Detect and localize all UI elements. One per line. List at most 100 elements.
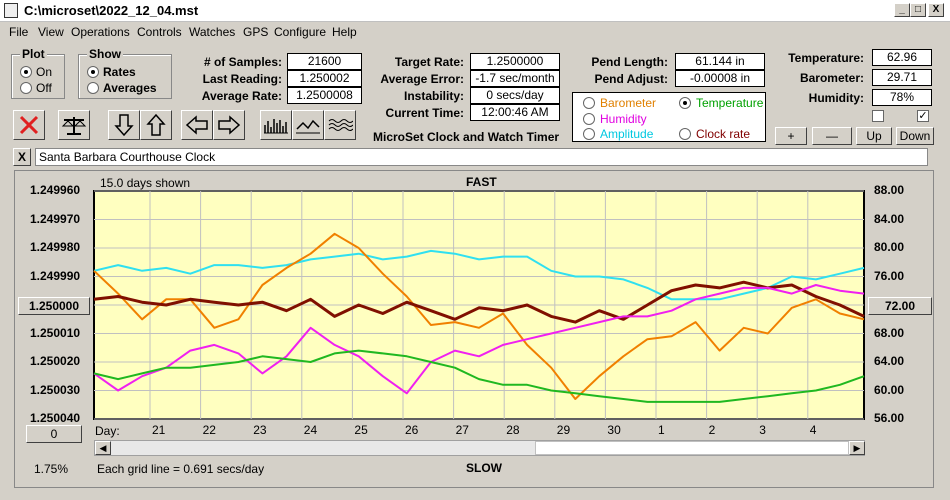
y-right-tick-label: 56.00	[874, 411, 905, 425]
x-tick-label: 2	[709, 423, 716, 437]
overlay-amplitude-label: Amplitude	[600, 127, 654, 141]
arrow-down-icon	[114, 114, 134, 137]
barometer-label: Barometer:	[799, 71, 864, 85]
left-arrow-button[interactable]	[181, 110, 213, 140]
stop-button[interactable]	[13, 110, 45, 140]
humidity-label: Humidity:	[808, 91, 864, 105]
minimize-button[interactable]: _	[894, 3, 910, 17]
overlay-temperature-option[interactable]: Temperature	[679, 96, 763, 110]
wave-graph-icon	[328, 119, 353, 131]
average-error-value: -1.7 sec/month	[470, 70, 560, 87]
radio-icon	[87, 82, 99, 94]
x-tick-label: 27	[456, 423, 470, 437]
option-checkbox-1[interactable]	[872, 110, 884, 122]
histogram-button[interactable]	[260, 110, 292, 140]
grid-note: Each grid line = 0.691 secs/day	[97, 462, 265, 476]
last-reading-value: 1.250002	[287, 70, 362, 87]
app-icon	[4, 3, 18, 18]
x-tick-label: 23	[253, 423, 267, 437]
balance-button[interactable]	[58, 110, 90, 140]
menu-controls[interactable]: Controls	[137, 25, 182, 39]
scale-minus-button[interactable]: —	[812, 127, 852, 145]
humidity-value: 78%	[872, 89, 932, 106]
chart-title-fast: FAST	[466, 175, 497, 189]
clock-name-field[interactable]: Santa Barbara Courthouse Clock	[35, 148, 928, 166]
target-rate-value: 1.2500000	[470, 53, 560, 70]
menu-watches[interactable]: Watches	[189, 25, 236, 39]
menu-configure[interactable]: Configure	[274, 25, 327, 39]
menu-operations[interactable]: Operations	[71, 25, 130, 39]
maximize-button[interactable]: □	[910, 3, 926, 17]
overlay-humidity-option[interactable]: Humidity	[583, 112, 647, 126]
pend-adjust-label: Pend Adjust:	[594, 72, 668, 86]
pend-length-value: 61.144 in	[675, 53, 765, 70]
scroll-right-icon[interactable]: ▶	[849, 441, 865, 455]
x-tick-label: 24	[304, 423, 318, 437]
x-tick-label: 1	[658, 423, 665, 437]
red-x-icon	[19, 115, 39, 135]
menu-view[interactable]: View	[38, 25, 64, 39]
barometer-value: 29.71	[872, 69, 932, 86]
overlay-humidity-label: Humidity	[600, 112, 647, 126]
menu-gps[interactable]: GPS	[243, 25, 269, 39]
down-arrow-button[interactable]	[108, 110, 140, 140]
plot-on-label: On	[36, 65, 53, 79]
radio-icon	[679, 128, 691, 140]
average-rate-value: 1.2500008	[287, 87, 362, 104]
y-right-tick-label: 60.00	[874, 382, 905, 397]
series-line-barometer	[93, 232, 865, 400]
y-left-tick-label: 1.250010	[30, 325, 81, 340]
y-right-tick-label: 76.00	[874, 268, 905, 283]
overlay-options-panel: Barometer Temperature Humidity Amplitude…	[572, 92, 766, 142]
overlay-barometer-label: Barometer	[600, 96, 657, 110]
show-averages-radio[interactable]: Averages	[87, 81, 157, 95]
show-rates-radio[interactable]: Rates	[87, 65, 136, 79]
plot-off-radio[interactable]: Off	[20, 81, 52, 95]
clear-name-button[interactable]: X	[13, 148, 31, 166]
center-temperature-button[interactable]: 72.00	[868, 297, 932, 315]
arrow-left-icon	[185, 115, 208, 135]
scroll-left-icon[interactable]: ◀	[95, 441, 111, 455]
up-arrow-button[interactable]	[140, 110, 172, 140]
center-rate-button[interactable]: 1.250000	[18, 297, 90, 315]
chart-frame	[14, 170, 934, 488]
reset-offset-button[interactable]: 0	[26, 425, 82, 443]
overlay-barometer-option[interactable]: Barometer	[583, 96, 656, 110]
average-rate-label: Average Rate:	[201, 89, 282, 103]
chart-title-slow: SLOW	[466, 461, 502, 475]
radio-icon	[87, 66, 99, 78]
show-rates-label: Rates	[103, 65, 136, 79]
scale-up-button[interactable]: Up	[856, 127, 892, 145]
y-right-tick-label: 68.00	[874, 325, 905, 340]
x-tick-label: 21	[152, 423, 166, 437]
chart-scrollbar[interactable]: ◀ ▶	[94, 440, 865, 456]
wave-graph-button[interactable]	[324, 110, 356, 140]
radio-icon	[583, 128, 595, 140]
scroll-thumb[interactable]	[535, 441, 849, 455]
plot-off-label: Off	[36, 81, 52, 95]
x-tick-label: 26	[405, 423, 419, 437]
show-group-title: Show	[87, 47, 123, 61]
x-tick-label: 29	[557, 423, 571, 437]
menu-bar: File View Operations Controls Watches GP…	[0, 22, 950, 42]
temperature-value: 62.96	[872, 49, 932, 66]
overlay-temperature-label: Temperature	[696, 96, 764, 110]
target-rate-label: Target Rate:	[394, 55, 464, 69]
line-graph-button[interactable]	[292, 110, 324, 140]
series-line-amplitude	[93, 249, 865, 301]
days-shown-label: 15.0 days shown	[100, 176, 191, 190]
x-tick-label: 25	[354, 423, 368, 437]
x-tick-label: 30	[607, 423, 621, 437]
plot-on-radio[interactable]: On	[20, 65, 52, 79]
scale-plus-button[interactable]: +	[775, 127, 807, 145]
samples-label: # of Samples:	[203, 55, 282, 69]
overlay-clock-rate-option[interactable]: Clock rate	[679, 127, 750, 141]
option-checkbox-2[interactable]: ✓	[917, 110, 929, 122]
pend-adjust-value: -0.00008 in	[675, 70, 765, 87]
scale-down-button[interactable]: Down	[896, 127, 934, 145]
right-arrow-button[interactable]	[213, 110, 245, 140]
menu-file[interactable]: File	[9, 25, 29, 39]
overlay-amplitude-option[interactable]: Amplitude	[583, 127, 653, 141]
menu-help[interactable]: Help	[332, 25, 357, 39]
close-button[interactable]: X	[928, 3, 944, 17]
